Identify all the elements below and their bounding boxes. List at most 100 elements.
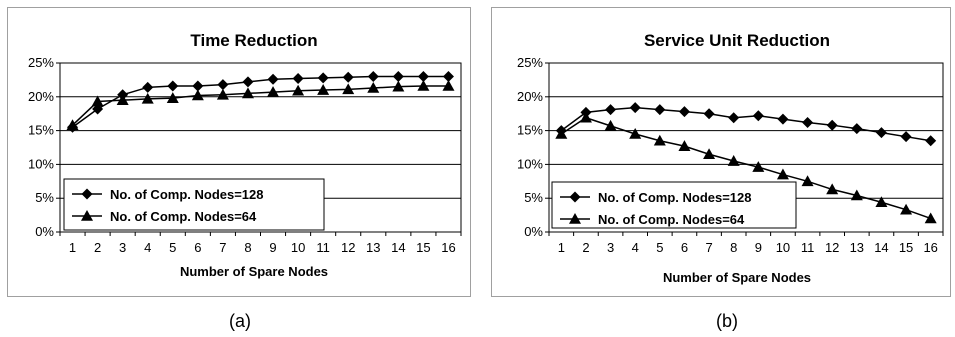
x-tick-label: 3 [607, 240, 614, 255]
legend-label: No. of Comp. Nodes=128 [110, 187, 264, 202]
data-point [292, 84, 305, 96]
x-tick-label: 14 [874, 240, 888, 255]
series-line [72, 85, 449, 126]
data-point [875, 196, 888, 208]
y-tick-label: 10% [517, 156, 543, 171]
x-tick-label: 4 [144, 240, 151, 255]
data-point [217, 79, 229, 91]
x-tick-label: 4 [632, 240, 639, 255]
time-reduction-chart: Time Reduction Number of Spare Nodes 0% 5… [28, 31, 462, 279]
x-tick-label: 16 [441, 240, 455, 255]
x-tick-label: 15 [416, 240, 430, 255]
x-tick-label: 13 [850, 240, 864, 255]
data-point [924, 212, 937, 224]
data-point [141, 92, 154, 104]
y-tick-label: 10% [28, 156, 54, 171]
y-tick-label: 20% [28, 89, 54, 104]
data-point [875, 127, 887, 139]
data-point [728, 112, 740, 124]
data-point [703, 108, 715, 120]
y-tick-label: 25% [28, 55, 54, 70]
data-point [802, 116, 814, 128]
data-point [317, 72, 329, 84]
data-point [317, 84, 330, 95]
x-tick-label: 12 [825, 240, 839, 255]
data-point [826, 119, 838, 131]
x-tick-label: 1 [558, 240, 565, 255]
x-tick-label: 11 [801, 240, 815, 255]
data-point [442, 79, 455, 91]
data-point [629, 127, 642, 139]
legend-label: No. of Comp. Nodes=128 [598, 190, 752, 205]
chart-panel-b: Service Unit Reduction Number of Spare N… [491, 7, 951, 297]
series-2 [66, 79, 455, 130]
x-tick-label: 12 [341, 240, 355, 255]
data-point [629, 102, 641, 114]
data-point [752, 161, 765, 172]
data-point [267, 86, 280, 97]
data-point [850, 189, 863, 201]
x-tick-label: 6 [194, 240, 201, 255]
y-tick-label: 15% [517, 123, 543, 138]
legend: No. of Comp. Nodes=128 No. of Comp. Nodes… [551, 181, 797, 229]
data-point [678, 140, 691, 151]
x-tick-label: 8 [730, 240, 737, 255]
data-point [851, 123, 863, 135]
data-point [192, 80, 204, 92]
data-point [417, 79, 430, 91]
x-tick-label: 9 [269, 240, 276, 255]
x-tick-label: 2 [582, 240, 589, 255]
x-tick-label: 2 [94, 240, 101, 255]
caption-a: (a) [229, 311, 251, 331]
legend-label: No. of Comp. Nodes=64 [110, 209, 257, 224]
data-point [605, 104, 617, 116]
x-tick-label: 9 [755, 240, 762, 255]
data-point [703, 148, 716, 160]
x-tick-label: 15 [899, 240, 913, 255]
y-tick-label: 5% [35, 190, 54, 205]
data-point [654, 104, 666, 116]
x-tick-label: 5 [656, 240, 663, 255]
series-line [560, 116, 931, 220]
x-tick-label: 10 [291, 240, 305, 255]
data-point [826, 183, 839, 195]
y-tick-label: 15% [28, 123, 54, 138]
data-point [777, 113, 789, 125]
data-point [342, 83, 355, 95]
legend-marker [81, 188, 93, 200]
data-point [678, 106, 690, 118]
data-point [392, 71, 404, 83]
chart-panel-a: Time Reduction Number of Spare Nodes 0% 5… [7, 7, 471, 297]
data-point [241, 87, 254, 99]
legend-marker [569, 191, 581, 203]
x-tick-label: 16 [923, 240, 937, 255]
x-tick-label: 3 [119, 240, 126, 255]
x-tick-label: 14 [391, 240, 405, 255]
data-point [116, 94, 129, 105]
data-point [367, 82, 380, 93]
series-1 [555, 102, 937, 147]
data-point [752, 110, 764, 122]
data-point [167, 80, 179, 92]
caption-b: (b) [716, 311, 738, 331]
data-point [267, 73, 279, 85]
data-point [342, 71, 354, 83]
x-axis-label: Number of Spare Nodes [663, 270, 811, 285]
data-point [900, 131, 912, 143]
data-point [776, 168, 789, 180]
legend-marker [569, 213, 581, 224]
x-tick-label: 13 [366, 240, 380, 255]
x-tick-label: 7 [219, 240, 226, 255]
data-point [653, 134, 666, 146]
chart-title: Time Reduction [190, 31, 317, 50]
x-tick-label: 10 [776, 240, 790, 255]
data-point [392, 80, 405, 92]
legend-label: No. of Comp. Nodes=64 [598, 212, 745, 227]
series-line [560, 106, 931, 142]
legend-box [551, 181, 797, 229]
x-tick-label: 11 [316, 240, 330, 255]
data-point [142, 81, 154, 93]
data-point [442, 71, 454, 83]
y-tick-label: 20% [517, 89, 543, 104]
data-point [191, 89, 204, 101]
